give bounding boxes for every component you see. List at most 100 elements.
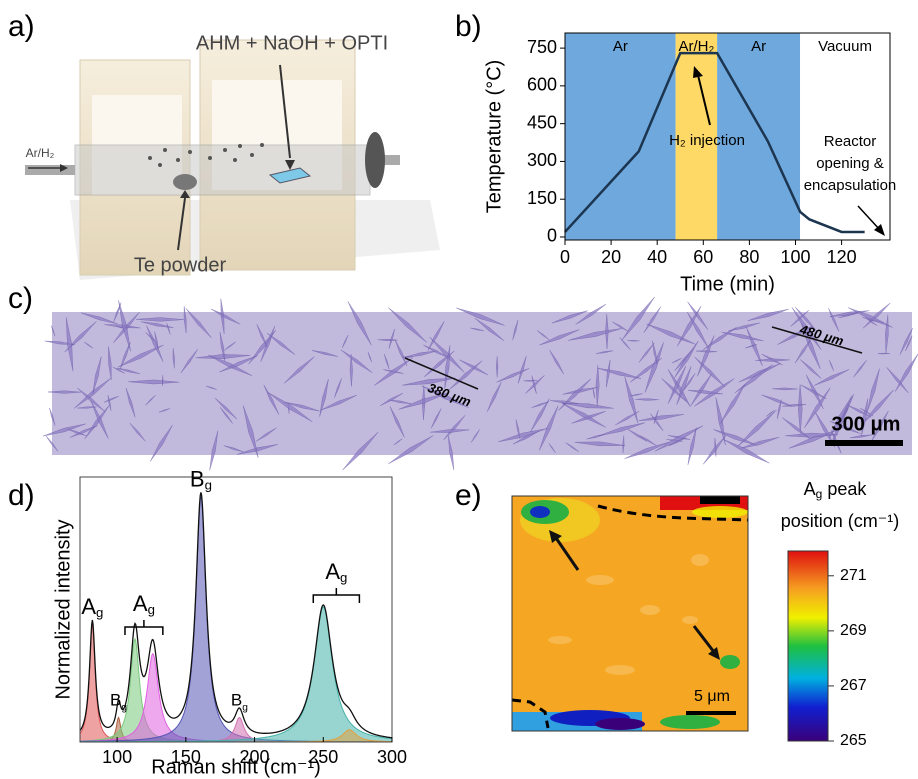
peak-label: Bg: [231, 691, 248, 713]
crystal: [619, 337, 631, 351]
crystal: [393, 438, 403, 446]
crystal: [401, 377, 456, 386]
scale-label: 300 μm: [832, 413, 901, 435]
crystal: [565, 442, 580, 453]
crystal: [798, 384, 803, 434]
peak-label: g: [121, 702, 127, 713]
crystal: [536, 330, 550, 340]
crystal: [703, 434, 727, 465]
peak-label: Ag: [133, 591, 155, 618]
colorbar-title: Ag peak: [804, 479, 868, 501]
crystal: [427, 321, 445, 351]
crystal: [223, 341, 237, 351]
crystal: [84, 404, 110, 440]
crystal: [548, 443, 556, 453]
crystal: [103, 395, 119, 403]
crystal: [650, 413, 664, 432]
crystal: [905, 335, 913, 352]
crystal: [550, 400, 579, 404]
region-label: Ar: [613, 38, 628, 55]
crystal: [861, 398, 869, 437]
crystal: [643, 306, 662, 333]
crystal: [761, 394, 793, 407]
raman-map: [511, 495, 749, 732]
colorbar-tick-label: 271: [840, 567, 867, 584]
crystal: [83, 341, 94, 349]
crystal: [248, 329, 277, 365]
crystal: [380, 392, 404, 406]
x-tick-label: 200: [240, 747, 270, 767]
crystal: [430, 408, 442, 429]
colorbar-title: position (cm⁻¹): [781, 511, 900, 531]
crystal: [568, 328, 622, 341]
crystal: [849, 434, 873, 439]
x-tick-label: 250: [308, 747, 338, 767]
crystal: [388, 435, 434, 465]
crystal: [776, 399, 782, 419]
crystal: [116, 367, 140, 375]
crystal: [388, 399, 412, 404]
crystal: [498, 428, 548, 443]
crystal: [423, 344, 449, 359]
schematic-label: Te powder: [134, 254, 227, 276]
arrow: [857, 205, 881, 231]
crystal: [690, 373, 713, 406]
crystal: [334, 378, 342, 398]
crystal: [223, 445, 244, 453]
y-tick-label: 600: [527, 75, 557, 95]
crystal: [341, 334, 349, 349]
y-tick-label: 150: [527, 188, 557, 208]
crystal: [677, 306, 702, 347]
peak-label: g: [340, 571, 347, 586]
crystal: [242, 405, 259, 458]
crystal: [77, 406, 97, 409]
crystal: [180, 349, 198, 374]
crystal: [255, 427, 277, 442]
x-tick-label: 20: [601, 247, 621, 267]
crystal: [219, 355, 258, 373]
crystal: [47, 390, 82, 394]
crystal: [847, 307, 893, 328]
crystal: [456, 307, 505, 326]
crystal: [745, 344, 758, 349]
crystal: [676, 366, 692, 405]
crystal: [766, 409, 775, 417]
crystal: [747, 308, 789, 321]
crystal: [487, 381, 502, 412]
x-tick-label: 100: [780, 247, 810, 267]
crystal: [867, 318, 878, 326]
crystal: [638, 414, 684, 421]
micrograph-texture: [42, 296, 918, 471]
crystal: [77, 387, 105, 412]
crystal: [574, 441, 625, 447]
crystal: [853, 360, 867, 378]
panel-label: a): [8, 10, 35, 43]
crystal: [598, 422, 645, 437]
crystal: [183, 306, 187, 334]
crystal: [512, 319, 519, 341]
crystal: [612, 321, 629, 332]
x-tick-label: 100: [102, 747, 132, 767]
crystal: [342, 431, 379, 471]
y-axis-label: Temperature (°C): [483, 60, 505, 214]
crystal: [145, 395, 156, 406]
crystal: [398, 392, 449, 410]
crystal: [720, 383, 746, 424]
peak-label: Bg: [110, 691, 127, 713]
micrograph: [52, 312, 912, 455]
panel-label: c): [8, 282, 33, 315]
crystal: [459, 359, 489, 376]
crystal: [592, 387, 596, 399]
x-tick-label: 150: [171, 747, 201, 767]
crystal: [561, 402, 606, 428]
annotation: opening &: [816, 155, 884, 172]
crystal: [523, 379, 537, 382]
colorbar-title: g: [816, 487, 823, 501]
crystal: [877, 352, 890, 355]
crystal: [800, 359, 822, 379]
crystal: [402, 356, 413, 358]
crystal: [214, 397, 238, 420]
crystal: [646, 323, 696, 345]
crystal: [795, 306, 818, 332]
crystal: [668, 437, 686, 447]
